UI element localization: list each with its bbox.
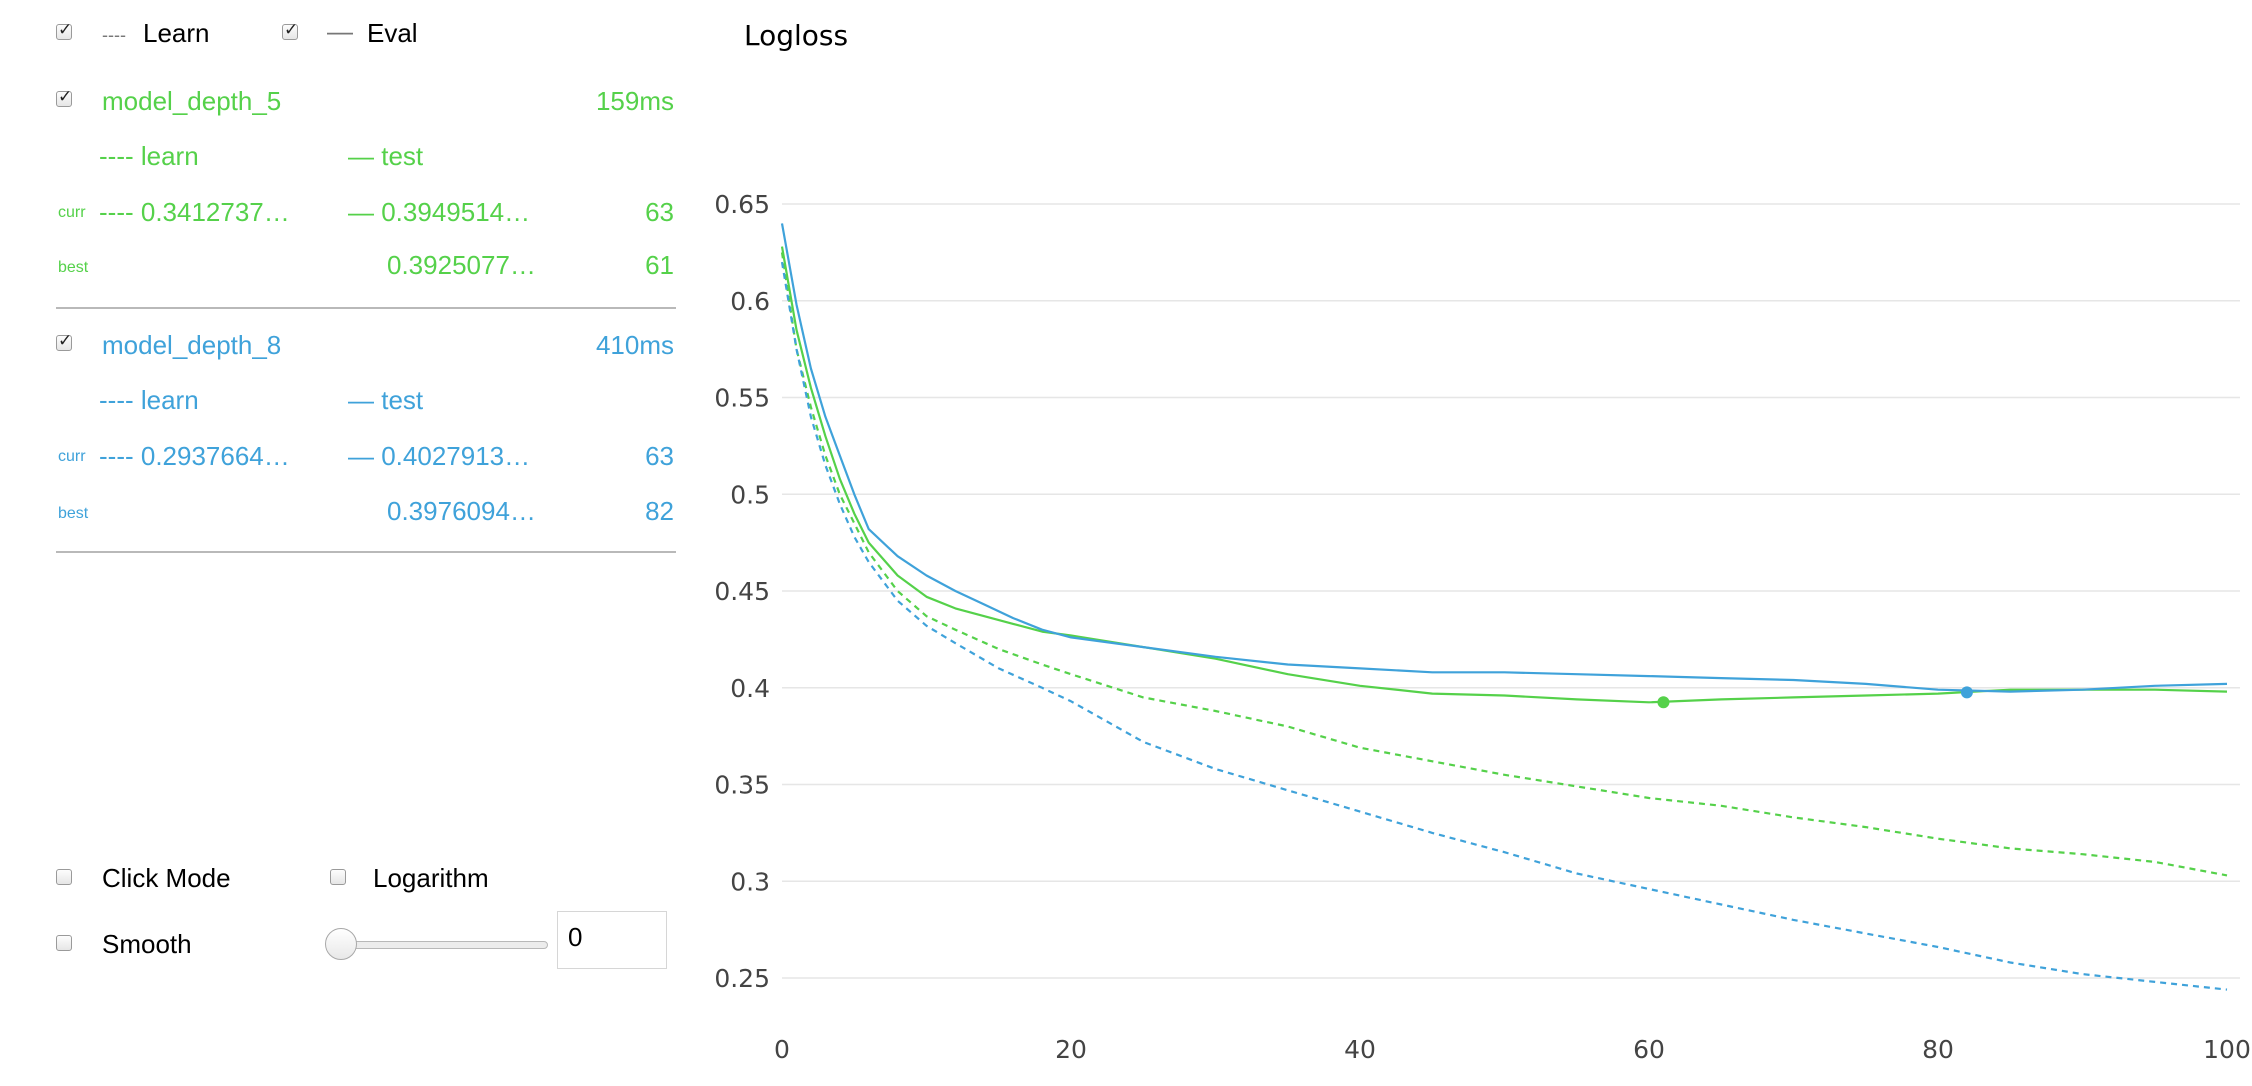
curr-test-value: — 0.4027913… [348,441,531,471]
click-mode-label: Click Mode [102,863,231,893]
curr-iteration: 63 [645,441,674,471]
logarithm-label: Logarithm [373,863,489,893]
check-icon: ✓ [58,20,73,40]
y-tick-label: 0.6 [730,287,770,316]
check-icon: ✓ [284,20,299,40]
y-tick-label: 0.45 [714,577,770,606]
series-line [780,252,2228,877]
best-test-value: 0.3976094… [387,496,536,526]
smooth-checkbox[interactable] [56,935,72,951]
series-line [780,261,2228,991]
x-tick-label: 80 [1922,1035,1954,1064]
model-time: 410ms [595,330,674,360]
logarithm-checkbox[interactable] [330,869,346,885]
model-depth-5-checkbox[interactable]: ✓ [56,87,72,107]
learn-column-header: ---- learn [99,385,199,415]
test-column-header: — test [348,141,424,171]
model-depth-8-checkbox[interactable]: ✓ [56,331,72,351]
model-name: model_depth_8 [102,330,282,360]
best-point-marker [1657,696,1670,709]
y-tick-label: 0.55 [714,384,770,413]
curr-label: curr [58,448,86,465]
smooth-value-input[interactable]: 0 [557,911,667,969]
model-divider [56,307,676,309]
y-tick-label: 0.65 [714,190,770,219]
learn-dash-glyph: ---- [102,25,126,45]
y-tick-label: 0.35 [714,771,770,800]
curr-learn-value: ---- 0.2937664… [99,441,290,471]
y-tick-label: 0.3 [730,867,770,896]
model-divider [56,551,676,553]
check-icon: ✓ [58,87,73,107]
test-column-header: — test [348,385,424,415]
model-time: 159ms [595,86,674,116]
smooth-label: Smooth [102,929,192,959]
best-point-marker [1960,686,1973,699]
eval-legend-label: Eval [367,18,418,48]
x-tick-label: 20 [1055,1035,1087,1064]
best-iteration: 61 [645,250,674,280]
model-name: model_depth_5 [102,86,282,116]
y-tick-label: 0.5 [730,480,770,509]
eval-checkbox[interactable]: ✓ [282,20,298,40]
best-label: best [58,505,89,522]
x-tick-label: 60 [1633,1035,1665,1064]
x-tick-label: 40 [1344,1035,1376,1064]
curr-label: curr [58,204,86,221]
learn-column-header: ---- learn [99,141,199,171]
curr-learn-value: ---- 0.3412737… [99,197,290,227]
y-tick-label: 0.25 [714,964,770,993]
curr-iteration: 63 [645,197,674,227]
eval-line-glyph: — [327,16,353,46]
click-mode-checkbox[interactable] [56,869,72,885]
smooth-slider-thumb[interactable] [325,928,357,960]
check-icon: ✓ [58,331,73,351]
learn-checkbox[interactable]: ✓ [56,20,72,40]
series-line [780,223,2228,693]
x-tick-label: 0 [774,1035,790,1064]
chart-title: Logloss [744,19,848,52]
best-iteration: 82 [645,496,674,526]
best-label: best [58,259,89,276]
best-test-value: 0.3925077… [387,250,536,280]
series-line [780,246,2228,704]
curr-test-value: — 0.3949514… [348,197,531,227]
x-tick-label: 100 [2203,1035,2251,1064]
learn-legend-label: Learn [143,18,210,48]
y-tick-label: 0.4 [730,674,770,703]
